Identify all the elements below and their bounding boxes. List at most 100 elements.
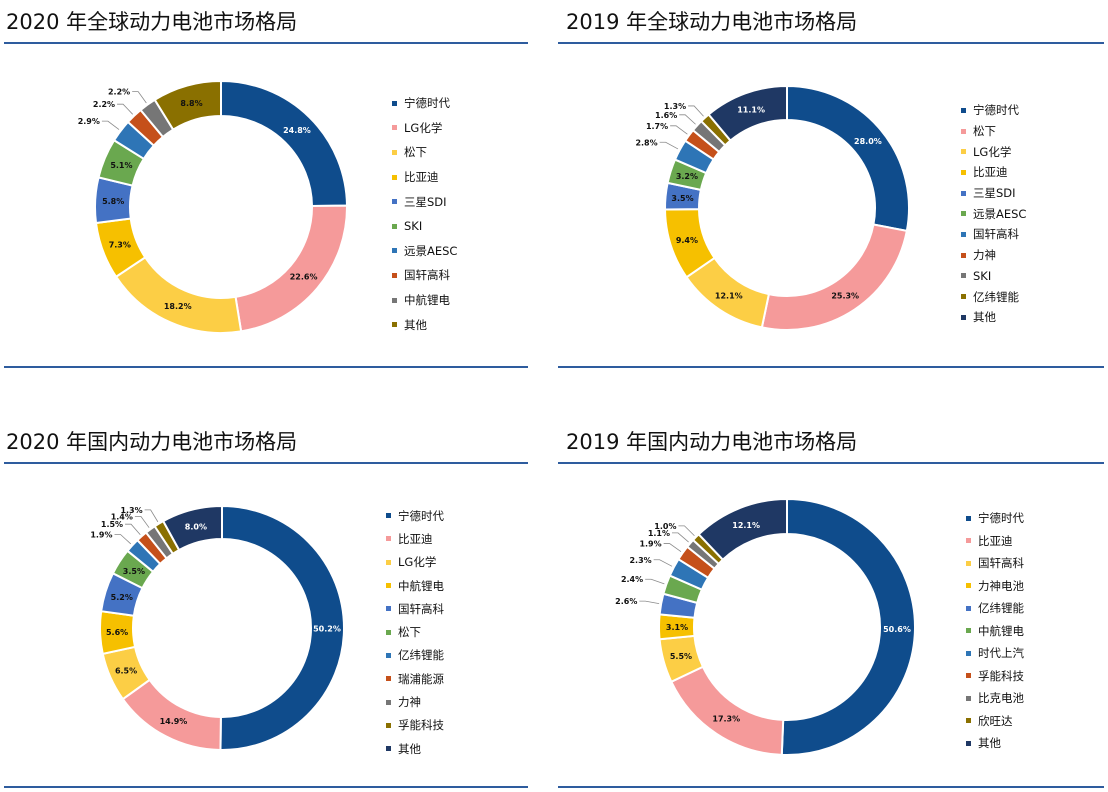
leader-line-5 [645,578,665,585]
legend-swatch [392,125,397,131]
legend-item: 宁德时代 [961,100,1026,121]
legend-label: 远景AESC [404,243,458,258]
legend-swatch [966,515,971,521]
slice-label-1: 25.3% [831,291,859,300]
leader-line-6 [101,120,120,130]
chart-panel-2019-global: 2019 年全球动力电池市场格局 28.0% 25.3% 12.1% 9.4% 3.5%… [556,0,1106,370]
legend-label: 国轩高科 [398,601,444,616]
slice-label-3: 3.1% [666,623,688,632]
legend-item: LG化学 [386,551,444,574]
slice-label-0: 50.2% [313,625,341,634]
legend-item: 比亚迪 [961,162,1026,183]
leader-line-8 [679,114,696,125]
leader-line-7 [663,543,682,553]
legend-swatch [961,314,966,320]
legend-swatch [392,223,397,229]
donut-slice-0 [219,504,346,751]
legend-item: 孚能科技 [386,714,444,737]
legend-swatch [961,107,966,113]
slice-label-0: 28.0% [854,137,882,146]
donut-slice-9 [153,79,222,131]
legend-swatch [386,699,391,705]
leader-line-8 [132,91,147,104]
legend-label: 松下 [404,145,427,160]
legend-swatch [386,583,391,589]
slice-label-5: 5.1% [110,161,132,170]
leader-line-8 [672,532,689,543]
chart-legend: 宁德时代 比亚迪 LG化学 中航锂电 国轩高科 松下 亿纬锂能 瑞浦能源 力神 孚能科技 其他 [386,504,444,760]
chart-legend: 宁德时代 松下 LG化学 比亚迪 三星SDI 远景AESC 国轩高科 力神 SKI 亿纬锂能 其他 [961,100,1026,328]
legend-label: 宁德时代 [404,96,450,111]
legend-label: SKI [973,268,992,283]
bottom-rule [558,366,1104,368]
donut-slice-2 [114,255,243,334]
legend-label: 欣旺达 [978,713,1013,728]
legend-swatch [392,174,397,180]
legend-swatch [386,536,391,542]
chart-title: 2020 年国内动力电池市场格局 [6,430,298,454]
chart-panel-2020-domestic: 2020 年国内动力电池市场格局 50.2% 14.9% 6.5% 5.6% 5.2% 3… [0,418,530,792]
legend-swatch [966,650,971,656]
legend-swatch [966,560,971,566]
legend-label: 亿纬锂能 [978,601,1024,616]
donut-slice-1 [121,678,222,752]
legend-swatch [392,149,397,155]
leader-line-4 [639,600,660,605]
slice-label-6: 1.9% [90,530,112,539]
legend-item: 其他 [392,312,457,337]
legend-item: 时代上汽 [966,642,1024,665]
slice-label-7: 1.5% [101,520,123,529]
legend-label: SKI [404,219,423,234]
legend-swatch [961,169,966,175]
legend-item: 中航锂电 [966,620,1024,643]
leader-line-9 [144,509,159,523]
slice-label-7: 1.7% [646,122,668,131]
legend-label: 亿纬锂能 [398,648,444,663]
legend-item: 宁德时代 [392,91,457,116]
legend-label: 中航锂电 [978,623,1024,638]
donut-slice-0 [780,497,916,756]
legend-swatch [966,718,971,724]
legend-label: 国轩高科 [978,556,1024,571]
legend-label: 国轩高科 [973,227,1019,242]
legend-label: 远景AESC [973,206,1027,221]
title-rule [4,42,528,44]
slice-label-9: 1.0% [654,522,676,531]
legend-item: 比克电池 [966,687,1024,710]
bottom-rule [4,786,528,788]
slice-label-9: 1.3% [664,102,686,111]
legend-item: 力神电池 [966,575,1024,598]
slice-label-9: 8.8% [180,99,202,108]
legend-label: 比克电池 [978,691,1024,706]
legend-label: 中航锂电 [398,578,444,593]
legend-item: 瑞浦能源 [386,667,444,690]
slice-label-6: 2.8% [635,138,657,147]
legend-label: 力神 [973,248,996,263]
legend-item: SKI [392,214,457,239]
donut-slice-1 [234,204,348,333]
chart-panel-2020-global: 2020 年全球动力电池市场格局 24.8% 22.6% 18.2% 7.3% 5.8%… [0,0,530,370]
legend-label: 力神电池 [978,578,1024,593]
slice-label-7: 2.2% [93,100,115,109]
slice-label-1: 17.3% [712,715,740,724]
legend-swatch [386,652,391,658]
slice-label-3: 9.4% [676,236,698,245]
legend-item: 松下 [961,121,1026,142]
slice-label-10: 8.0% [185,522,207,531]
slice-label-2: 5.5% [670,652,692,661]
legend-item: 中航锂电 [392,288,457,313]
legend-item: 国轩高科 [961,224,1026,245]
legend-item: 国轩高科 [392,263,457,288]
legend-swatch [961,294,966,300]
legend-item: 宁德时代 [966,507,1024,530]
legend-label: 三星SDI [973,186,1016,201]
legend-swatch [966,695,971,701]
legend-item: SKI [961,266,1026,287]
legend-item: 比亚迪 [392,165,457,190]
slice-label-9: 1.3% [120,506,142,515]
legend-swatch [961,149,966,155]
legend-label: LG化学 [973,144,1012,159]
legend-item: 其他 [961,307,1026,328]
slice-label-4: 3.5% [671,194,693,203]
legend-swatch [386,513,391,519]
